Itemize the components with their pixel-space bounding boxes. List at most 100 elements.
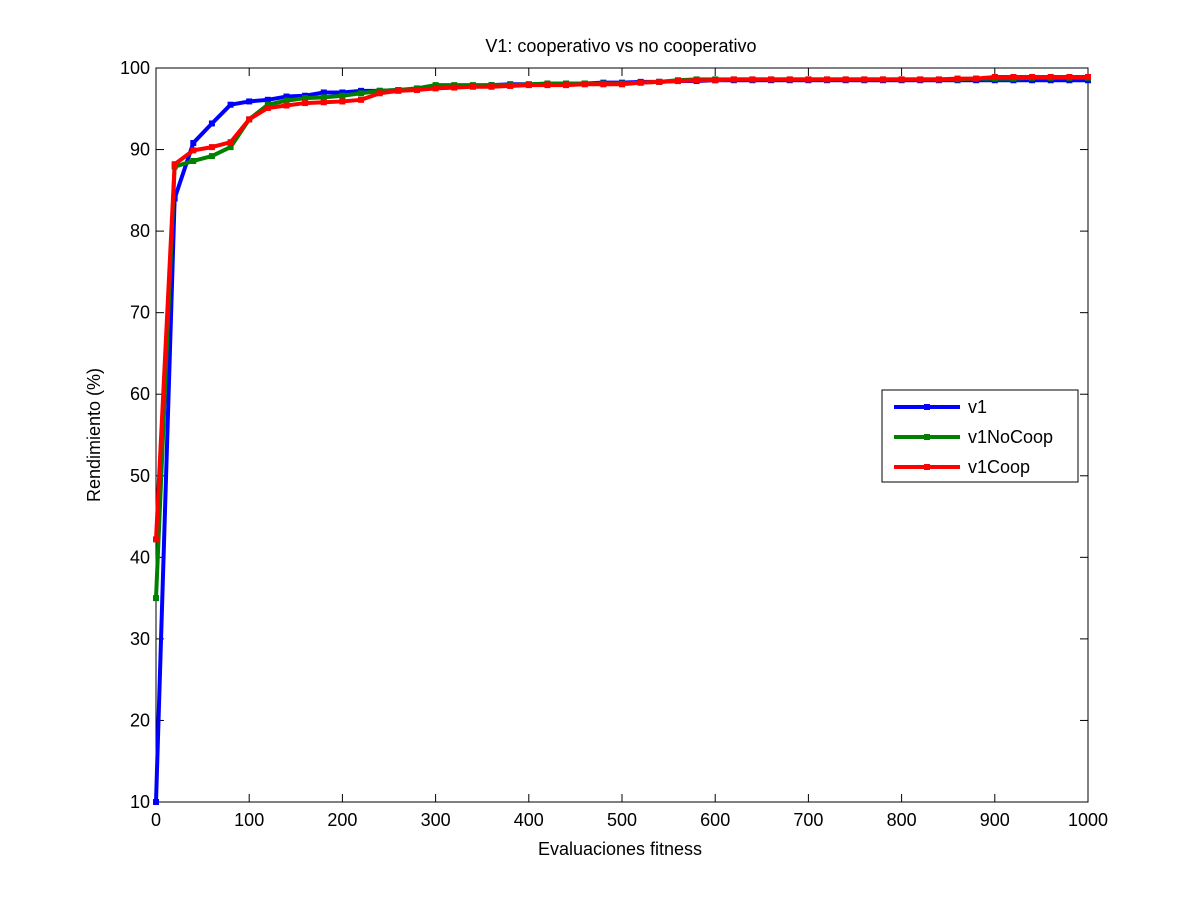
point-v1Coop-8 <box>302 100 309 107</box>
point-v1Coop-47 <box>1029 73 1036 80</box>
point-v1NoCoop-11 <box>358 90 365 97</box>
series-lines <box>153 73 1091 805</box>
point-v1Coop-18 <box>488 83 495 90</box>
legend-marker-v1Coop <box>924 464 930 470</box>
point-v1Coop-7 <box>283 102 290 109</box>
point-v1Coop-40 <box>898 76 905 83</box>
point-v1Coop-32 <box>749 76 756 83</box>
point-v1NoCoop-6 <box>264 101 271 108</box>
point-v1Coop-23 <box>581 81 588 88</box>
point-v1NoCoop-15 <box>432 82 439 89</box>
point-v1Coop-6 <box>264 104 271 111</box>
point-v1-5 <box>246 98 253 105</box>
x-axis-label: Evaluaciones fitness <box>538 839 702 859</box>
point-v1Coop-14 <box>413 87 420 94</box>
y-tick-label-2: 30 <box>130 629 150 649</box>
point-v1NoCoop-2 <box>190 157 197 164</box>
y-tick-label-6: 70 <box>130 303 150 323</box>
point-v1Coop-38 <box>861 76 868 83</box>
axis-ticks: 0 100 200 300 400 500 600 700 800 900 1000 10 20 30 40… <box>120 58 1108 830</box>
point-v1Coop-44 <box>973 75 980 82</box>
point-v1Coop-9 <box>320 99 327 106</box>
point-v1Coop-24 <box>600 81 607 88</box>
y-tick-label-3: 40 <box>130 547 150 567</box>
point-v1Coop-3 <box>208 144 215 151</box>
point-v1Coop-49 <box>1066 73 1073 80</box>
point-v1Coop-2 <box>190 147 197 154</box>
point-v1NoCoop-0 <box>153 595 159 602</box>
point-v1Coop-1 <box>171 161 178 168</box>
x-tick-label-3: 300 <box>421 810 451 830</box>
point-v1-9 <box>320 89 327 96</box>
point-v1Coop-19 <box>507 82 514 89</box>
y-axis-label: Rendimiento (%) <box>84 368 104 502</box>
point-v1Coop-48 <box>1047 73 1054 80</box>
x-tick-label-1: 100 <box>234 810 264 830</box>
point-v1Coop-0 <box>153 536 159 543</box>
point-v1-3 <box>208 120 215 127</box>
point-v1-7 <box>283 93 290 100</box>
x-tick-label-9: 900 <box>980 810 1010 830</box>
y-tick-label-7: 80 <box>130 221 150 241</box>
point-v1NoCoop-4 <box>227 144 234 151</box>
chart-title: V1: cooperativo vs no cooperativo <box>485 36 756 56</box>
point-v1Coop-41 <box>917 76 924 83</box>
x-tick-label-8: 800 <box>887 810 917 830</box>
point-v1Coop-26 <box>637 79 644 86</box>
y-tick-label-5: 60 <box>130 384 150 404</box>
y-tick-label-0: 10 <box>130 792 150 812</box>
point-v1Coop-5 <box>246 116 253 123</box>
legend-label-v1NoCoop: v1NoCoop <box>968 427 1053 447</box>
legend-label-v1: v1 <box>968 397 987 417</box>
point-v1Coop-11 <box>358 96 365 103</box>
point-v1Coop-46 <box>1010 73 1017 80</box>
point-v1-6 <box>264 96 271 103</box>
y-tick-label-1: 20 <box>130 710 150 730</box>
point-v1Coop-50 <box>1085 73 1091 80</box>
point-v1Coop-43 <box>954 75 961 82</box>
legend-marker-v1NoCoop <box>924 434 930 440</box>
point-v1-2 <box>190 140 197 147</box>
point-v1Coop-42 <box>935 76 942 83</box>
x-tick-label-7: 700 <box>793 810 823 830</box>
point-v1-4 <box>227 101 234 108</box>
point-v1Coop-4 <box>227 139 234 146</box>
x-tick-label-6: 600 <box>700 810 730 830</box>
point-v1Coop-10 <box>339 98 346 105</box>
x-tick-label-10: 1000 <box>1068 810 1108 830</box>
point-v1Coop-13 <box>395 87 402 94</box>
point-v1NoCoop-9 <box>320 94 327 101</box>
point-v1Coop-28 <box>674 78 681 85</box>
point-v1Coop-36 <box>824 76 831 83</box>
x-tick-label-4: 400 <box>514 810 544 830</box>
point-v1Coop-29 <box>693 77 700 84</box>
point-v1NoCoop-7 <box>283 97 290 104</box>
point-v1Coop-39 <box>879 76 886 83</box>
point-v1Coop-34 <box>786 76 793 83</box>
point-v1Coop-31 <box>730 76 737 83</box>
point-v1-10 <box>339 89 346 96</box>
point-v1Coop-25 <box>619 81 625 88</box>
x-tick-label-0: 0 <box>151 810 161 830</box>
point-v1Coop-12 <box>376 90 383 97</box>
point-v1-0 <box>153 799 159 805</box>
point-v1Coop-33 <box>768 76 775 83</box>
legend-label-v1Coop: v1Coop <box>968 457 1030 477</box>
point-v1Coop-21 <box>544 82 551 89</box>
legend: v1 v1NoCoop v1Coop <box>881 389 1079 483</box>
point-v1NoCoop-10 <box>339 92 346 99</box>
x-tick-label-2: 200 <box>327 810 357 830</box>
point-v1Coop-17 <box>469 83 476 90</box>
point-v1Coop-45 <box>991 73 998 80</box>
point-v1Coop-15 <box>432 85 439 92</box>
point-v1Coop-37 <box>842 76 849 83</box>
x-tick-label-5: 500 <box>607 810 637 830</box>
point-v1NoCoop-3 <box>208 153 215 160</box>
point-v1Coop-22 <box>563 82 570 89</box>
y-tick-label-9: 100 <box>120 58 150 78</box>
y-tick-label-8: 90 <box>130 140 150 160</box>
point-v1Coop-35 <box>805 76 812 83</box>
point-v1Coop-20 <box>525 82 532 89</box>
legend-marker-v1 <box>924 404 930 410</box>
